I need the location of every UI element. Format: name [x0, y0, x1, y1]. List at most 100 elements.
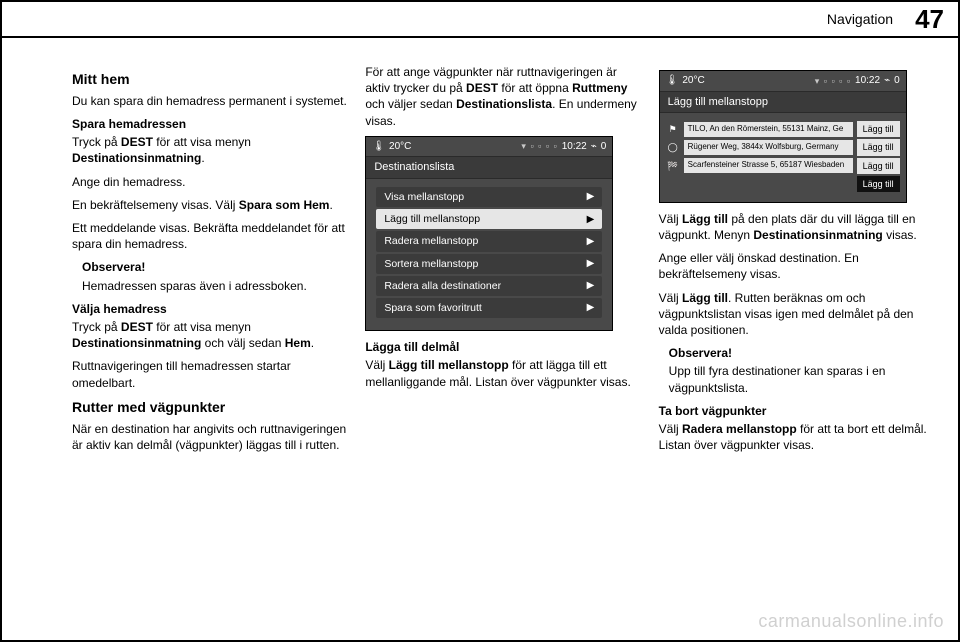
section-title: Rutter med vägpunkter: [72, 398, 347, 417]
text: Välj: [659, 212, 682, 226]
start-flag-icon: ⚑: [666, 122, 680, 136]
nav-panel-title: Lägg till mellanstopp: [660, 91, 906, 114]
nav-temperature: 20°C: [389, 140, 411, 154]
thermometer-icon: 🌡: [666, 74, 679, 88]
chevron-right-icon: ▶: [587, 190, 595, 204]
chevron-right-icon: ▶: [587, 235, 595, 249]
column-2: För att ange vägpunkter när ruttnavi­ger…: [365, 64, 640, 600]
body-text: Ett meddelande visas. Bekräfta med­delan…: [72, 220, 347, 252]
nav-menu-label: Visa mellanstopp: [384, 190, 464, 204]
key-dest: DEST: [121, 135, 153, 149]
menu-name: Lägg till: [682, 212, 728, 226]
body-text: Du kan spara din hemadress perma­nent i …: [72, 93, 347, 109]
body-text: Ange eller välj önskad destination. En b…: [659, 250, 934, 282]
body-text: För att ange vägpunkter när ruttnavi­ger…: [365, 64, 640, 129]
nav-screenshot-destination-list: 🌡 20°C ▾ ▫ ▫ ▫ ▫ 10:22 ⌁ 0 Destinationsl…: [365, 136, 613, 331]
chapter-title: Navigation: [827, 11, 893, 27]
nav-panel-title: Destinationslista: [366, 156, 612, 179]
note-text: Hemadressen sparas även i adress­boken.: [82, 278, 347, 294]
menu-name: Desti­nationsinmatning: [753, 228, 882, 242]
waypoint-icon: ◯: [666, 141, 680, 155]
chevron-right-icon: ▶: [587, 257, 595, 271]
add-waypoint-button[interactable]: Lägg till: [857, 176, 900, 192]
nav-waypoint-address: TILO, An den Römerstein, 55131 Mainz, Ge: [684, 122, 853, 137]
nav-menu-item[interactable]: Lägg till mellanstopp▶: [376, 209, 602, 229]
nav-clock: 10:22: [855, 74, 880, 88]
add-waypoint-button[interactable]: Lägg till: [857, 158, 900, 174]
nav-menu-item[interactable]: Sortera mellanstopp ▶: [376, 254, 602, 274]
nav-waypoint-address: Rügener Weg, 3844x Wolfsburg, Germany: [684, 140, 853, 155]
nav-temperature: 20°C: [682, 74, 704, 88]
menu-name: Destinationsinmatning: [72, 336, 201, 350]
body-text: Välj Lägg till på den plats där du vill …: [659, 211, 934, 243]
body-text: Välj Lägg till. Rutten beräknas om och v…: [659, 290, 934, 339]
body-text: Tryck på DEST för att visa menyn Destina…: [72, 319, 347, 351]
menu-name: Lägg till mellanstopp: [389, 358, 509, 372]
section-title: Mitt hem: [72, 70, 347, 89]
nav-menu-item[interactable]: Visa mellanstopp ▶: [376, 187, 602, 207]
subheading: Ta bort vägpunkter: [659, 403, 934, 419]
manual-page: Navigation 47 Mitt hem Du kan spara din …: [0, 0, 960, 642]
nav-waypoint-list: ⚑ TILO, An den Römerstein, 55131 Mainz, …: [660, 113, 906, 202]
nav-menu-label: Spara som favoritrutt: [384, 301, 481, 315]
note-heading: Observera!: [669, 345, 934, 361]
menu-name: Radera mellanstopp: [682, 422, 797, 436]
note-heading: Observera!: [82, 259, 347, 275]
content-columns: Mitt hem Du kan spara din hemadress perm…: [2, 20, 958, 626]
thermometer-icon: 🌡: [372, 140, 385, 154]
text: Tryck på: [72, 135, 121, 149]
nav-menu-item[interactable]: Spara som favoritrutt ▶: [376, 298, 602, 318]
body-text: När en destination har angivits och rutt…: [72, 421, 347, 453]
text: Tryck på: [72, 320, 121, 334]
text: Välj: [365, 358, 388, 372]
subheading: Lägga till delmål: [365, 339, 640, 355]
column-3: 🌡 20°C ▾ ▫ ▫ ▫ ▫ 10:22 ⌁ 0 Lägg till mel…: [659, 64, 934, 600]
bluetooth-icon: ⌁: [884, 74, 890, 88]
signal-icons: ▾ ▫ ▫ ▫ ▫: [815, 75, 851, 87]
menu-name: Hem: [285, 336, 311, 350]
empty-slot-icon: [666, 177, 680, 191]
text: för att visa menyn: [153, 320, 251, 334]
text: och väl­jer sedan: [365, 97, 456, 111]
watermark: carmanualsonline.info: [758, 611, 944, 632]
page-number: 47: [915, 4, 944, 35]
body-text: Välj Lägg till mellanstopp för att lägga…: [365, 357, 640, 389]
body-text: Ange din hemadress.: [72, 174, 347, 190]
text: för att visa menyn: [153, 135, 251, 149]
nav-waypoint-address: Scarfensteiner Strasse 5, 65187 Wiesbade…: [684, 158, 853, 173]
nav-bt-count: 0: [894, 74, 900, 88]
nav-menu-item[interactable]: Radera alla destinationer▶: [376, 276, 602, 296]
nav-clock: 10:22: [562, 140, 587, 154]
nav-waypoint-row: ◯ Rügener Weg, 3844x Wolfsburg, Germany …: [666, 139, 900, 155]
add-waypoint-button[interactable]: Lägg till: [857, 139, 900, 155]
body-text: Välj Radera mellanstopp för att ta bort …: [659, 421, 934, 453]
note-text: Upp till fyra destinationer kan sparas i…: [669, 363, 934, 395]
key-dest: DEST: [121, 320, 153, 334]
destination-flag-icon: 🏁: [666, 159, 680, 173]
subheading: Spara hemadressen: [72, 116, 347, 132]
chevron-right-icon: ▶: [587, 213, 595, 227]
nav-screenshot-add-waypoint: 🌡 20°C ▾ ▫ ▫ ▫ ▫ 10:22 ⌁ 0 Lägg till mel…: [659, 70, 907, 203]
body-text: En bekräftelsemeny visas. Välj Spara som…: [72, 197, 347, 213]
text: .: [329, 198, 332, 212]
menu-name: Lägg till: [682, 291, 728, 305]
bluetooth-icon: ⌁: [591, 140, 597, 154]
nav-status-bar: 🌡 20°C ▾ ▫ ▫ ▫ ▫ 10:22 ⌁ 0: [660, 71, 906, 91]
nav-waypoint-row: ⚑ TILO, An den Römerstein, 55131 Mainz, …: [666, 121, 900, 137]
body-text: Ruttnavigeringen till hemadressen starta…: [72, 358, 347, 390]
nav-menu-list: Visa mellanstopp ▶ Lägg till mellanstopp▶…: [366, 179, 612, 330]
nav-menu-item[interactable]: Radera mellanstopp▶: [376, 231, 602, 251]
nav-waypoint-row: . Lägg till: [666, 176, 900, 192]
nav-menu-label: Sortera mellanstopp: [384, 257, 478, 271]
body-text: Tryck på DEST för att visa menyn Destina…: [72, 134, 347, 166]
chevron-right-icon: ▶: [587, 279, 595, 293]
page-header: Navigation 47: [2, 2, 958, 38]
menu-name: Destinationslista: [456, 97, 552, 111]
menu-name: Destinationsinmatning: [72, 151, 201, 165]
text: .: [201, 151, 204, 165]
chevron-right-icon: ▶: [587, 301, 595, 315]
key-dest: DEST: [466, 81, 498, 95]
text: och välj sedan: [201, 336, 284, 350]
subheading: Välja hemadress: [72, 301, 347, 317]
add-waypoint-button[interactable]: Lägg till: [857, 121, 900, 137]
